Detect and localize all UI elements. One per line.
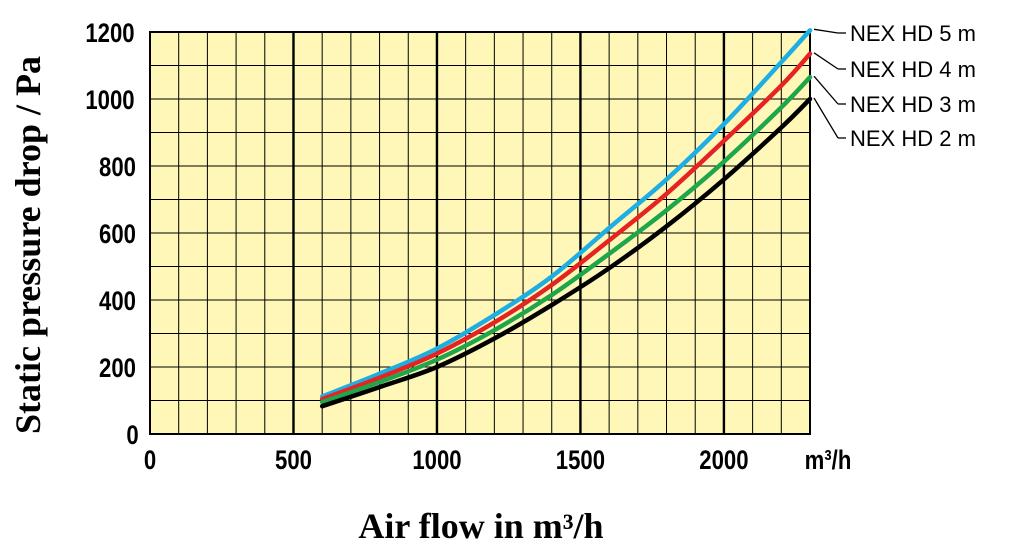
y-tick-label: 200	[99, 354, 136, 384]
y-tick-label: 1000	[85, 86, 134, 116]
y-tick-label: 0	[126, 421, 138, 451]
legend-label: NEX HD 4 m	[850, 57, 976, 82]
x-tick-labels: 0 500 1000 1500 2000	[144, 446, 749, 476]
x-tick-label: 1000	[412, 446, 461, 476]
series-line	[319, 96, 813, 409]
y-tick-label: 400	[99, 287, 136, 317]
series-lines	[319, 28, 813, 409]
x-unit-label: m³/h	[805, 446, 852, 476]
x-tick-label: 500	[275, 446, 312, 476]
legend-label: NEX HD 5 m	[850, 21, 976, 46]
legend-label: NEX HD 2 m	[850, 126, 976, 151]
legend-leader-line	[813, 75, 839, 105]
y-tick-label: 600	[99, 220, 136, 250]
legend-leader-line	[813, 28, 839, 34]
x-tick-label: 0	[144, 446, 156, 476]
x-tick-label: 2000	[699, 446, 748, 476]
legend-leader-line	[813, 97, 839, 139]
legend: NEX HD 5 m NEX HD 4 m NEX HD 3 m NEX HD 2 m	[813, 21, 976, 151]
y-tick-label: 1200	[85, 19, 134, 49]
x-tick-label: 1500	[556, 446, 605, 476]
series-line	[319, 51, 813, 402]
plot-frame	[149, 31, 811, 435]
legend-label: NEX HD 3 m	[850, 92, 976, 117]
series-line	[319, 28, 813, 399]
y-tick-labels: 0 200 400 600 800 1000 1200	[85, 19, 138, 451]
series-line	[319, 74, 813, 405]
y-axis-title: Static pressure drop / Pa	[8, 56, 48, 434]
y-tick-label: 800	[99, 153, 136, 183]
legend-leader-line	[813, 52, 839, 70]
x-axis-title: Air flow in m³/h	[358, 506, 603, 546]
